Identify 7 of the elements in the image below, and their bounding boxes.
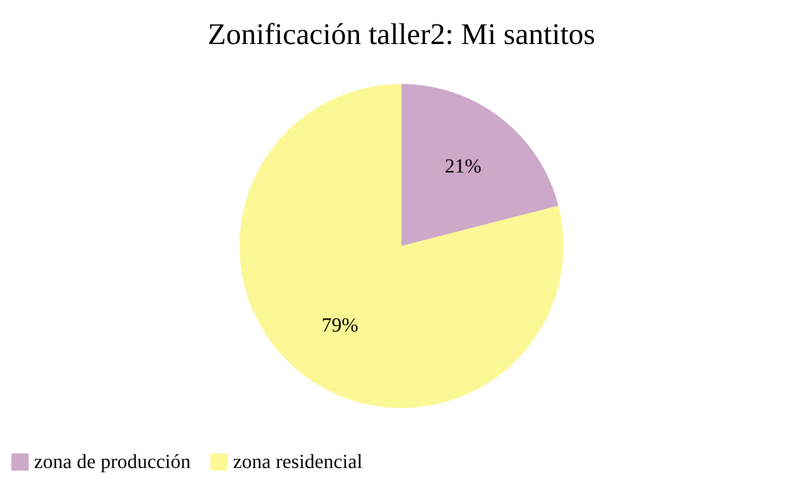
pie-slice <box>402 84 558 246</box>
legend-label: zona de producción <box>34 451 191 473</box>
data-label: 79% <box>322 314 358 336</box>
pie-slice <box>240 84 564 408</box>
legend-label: zona residencial <box>233 451 363 473</box>
chart-title: Zonificación taller2: Mi santitos <box>208 18 596 51</box>
data-label: 21% <box>444 156 482 178</box>
